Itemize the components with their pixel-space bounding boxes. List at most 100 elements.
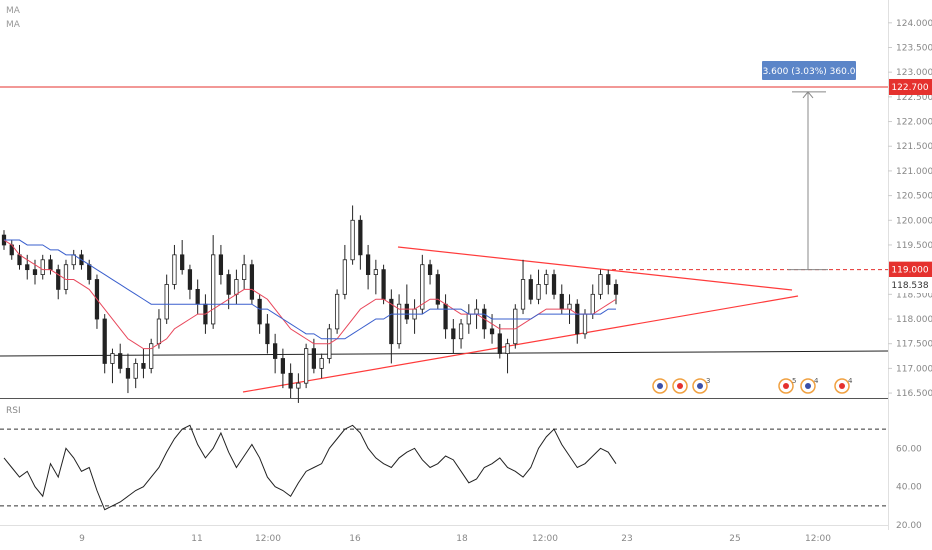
candle-body[interactable]: [505, 343, 510, 354]
candle-body[interactable]: [234, 279, 239, 295]
price-tick-label: 123.000: [896, 68, 932, 78]
candle-body[interactable]: [149, 343, 154, 369]
price-tick-label: 122.000: [896, 118, 932, 128]
triangle-lower-line[interactable]: [242, 295, 799, 393]
ma-legend-1[interactable]: MA: [6, 6, 20, 16]
candle-body[interactable]: [218, 254, 224, 275]
candle-body[interactable]: [118, 353, 123, 369]
candle-body[interactable]: [110, 353, 115, 364]
candle-body[interactable]: [365, 254, 371, 275]
time-tick-label: 12:00: [255, 534, 281, 544]
price-tick-label: 124.000: [896, 19, 932, 29]
candle-body[interactable]: [551, 274, 557, 295]
ma-slow-line[interactable]: [4, 239, 616, 340]
candle-body[interactable]: [358, 219, 363, 256]
candle-body[interactable]: [56, 269, 61, 290]
ma-legend-2[interactable]: MA: [6, 20, 20, 30]
candle-body[interactable]: [582, 313, 588, 335]
candle-body[interactable]: [195, 288, 200, 305]
candle-body[interactable]: [63, 264, 69, 290]
candle-body[interactable]: [466, 313, 471, 325]
candle-body[interactable]: [87, 264, 92, 280]
support-trendline[interactable]: [0, 350, 889, 357]
candle-body[interactable]: [133, 363, 138, 379]
candle-body[interactable]: [211, 254, 216, 325]
candle-body[interactable]: [342, 259, 347, 295]
candle-body[interactable]: [180, 254, 185, 271]
candle-body[interactable]: [598, 274, 603, 295]
candle-body[interactable]: [25, 264, 30, 271]
candle-body[interactable]: [559, 293, 564, 310]
candle-body[interactable]: [40, 259, 45, 275]
candle-body[interactable]: [296, 382, 301, 389]
candle-body[interactable]: [273, 343, 278, 359]
last-price-tag[interactable]: 118.538: [891, 281, 928, 291]
candle-body[interactable]: [435, 274, 440, 305]
candle-body[interactable]: [528, 279, 533, 300]
candle-body[interactable]: [17, 254, 22, 266]
rsi-legend[interactable]: RSI: [6, 406, 21, 416]
candle-body[interactable]: [350, 219, 355, 261]
candle-body[interactable]: [71, 254, 76, 266]
candle-body[interactable]: [451, 328, 456, 340]
candle-body[interactable]: [427, 264, 433, 275]
candle-body[interactable]: [536, 284, 541, 300]
candle-body[interactable]: [396, 303, 402, 345]
candle-body[interactable]: [257, 298, 262, 325]
candle-body[interactable]: [187, 269, 193, 290]
candle-body[interactable]: [381, 269, 386, 300]
candle-body[interactable]: [280, 358, 286, 374]
candle-body[interactable]: [404, 303, 409, 320]
candle-body[interactable]: [489, 328, 495, 335]
candle-body[interactable]: [249, 264, 255, 300]
candle-body[interactable]: [420, 264, 425, 310]
candle-body[interactable]: [32, 269, 38, 275]
candle-body[interactable]: [544, 274, 549, 285]
candle-body[interactable]: [265, 323, 270, 345]
price-tick-label: 119.500: [896, 241, 932, 251]
candle-body[interactable]: [606, 274, 611, 285]
resistance-price-tag-bg: [889, 78, 932, 95]
measure-arrow: [802, 91, 814, 99]
resistance-price-tag[interactable]: 122.700: [891, 83, 928, 93]
candle-body[interactable]: [156, 318, 162, 345]
candle-body[interactable]: [334, 293, 340, 330]
event-marker-count: 3: [706, 377, 710, 385]
measure-badge[interactable]: [762, 61, 856, 80]
rsi-line[interactable]: [3, 424, 617, 511]
candle-body[interactable]: [520, 279, 526, 310]
candle-body[interactable]: [48, 259, 53, 271]
candle-body[interactable]: [590, 293, 595, 315]
candle-body[interactable]: [102, 318, 107, 364]
ma-fast-line[interactable]: [3, 239, 617, 350]
time-tick-label: 9: [79, 534, 85, 544]
triangle-upper-line[interactable]: [397, 246, 793, 291]
candle-body[interactable]: [497, 333, 502, 354]
candle-body[interactable]: [172, 254, 177, 285]
candle-body[interactable]: [575, 303, 580, 335]
price-tick-label: 118.000: [896, 315, 932, 325]
candle-body[interactable]: [389, 298, 394, 345]
candle-body[interactable]: [125, 367, 131, 379]
candle-body[interactable]: [513, 308, 518, 345]
candle-body[interactable]: [458, 323, 464, 340]
candle-body[interactable]: [373, 269, 378, 275]
measure-label: 3.600 (3.03%) 360.0: [763, 67, 856, 77]
target-price-tag-bg: [889, 261, 932, 278]
candle-body[interactable]: [567, 303, 572, 310]
candle-body[interactable]: [319, 358, 324, 369]
candle-body[interactable]: [288, 372, 293, 389]
candle-body[interactable]: [242, 264, 247, 280]
candle-body[interactable]: [474, 308, 479, 315]
candle-body[interactable]: [304, 348, 309, 384]
candle-body[interactable]: [443, 303, 448, 330]
time-tick-label: 16: [349, 534, 361, 544]
candle-body[interactable]: [164, 284, 169, 320]
target-price-tag[interactable]: 119.000: [891, 266, 928, 276]
last-price-tag-bg: [889, 277, 932, 293]
candle-body[interactable]: [226, 274, 231, 295]
candle-body[interactable]: [613, 284, 619, 295]
candle-body[interactable]: [141, 363, 146, 369]
candle-body[interactable]: [311, 348, 316, 369]
